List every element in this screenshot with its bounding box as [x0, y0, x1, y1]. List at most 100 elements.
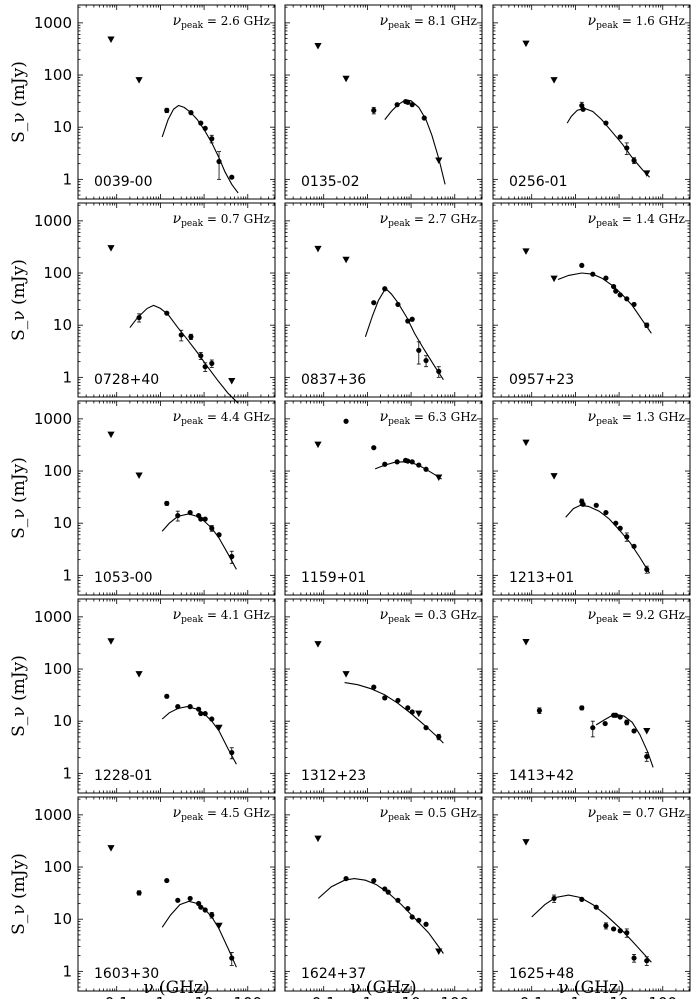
- y-tick-label: 1000: [34, 14, 72, 32]
- y-tick-label: 1000: [34, 608, 72, 626]
- data-point: [416, 917, 422, 923]
- data-point: [631, 157, 637, 164]
- upper-limit-marker: [228, 378, 236, 385]
- upper-limit-marker: [314, 441, 322, 449]
- y-axis-label: S_ν (mJy): [9, 259, 29, 341]
- panel-frame: [77, 598, 276, 794]
- y-axis-label: S_ν (mJy): [9, 61, 29, 143]
- x-tick-label: 100: [233, 994, 262, 999]
- y-tick-label: 1: [62, 764, 72, 782]
- y-tick-label: 100: [43, 858, 72, 876]
- x-tick-label: 1: [363, 994, 373, 999]
- x-axis-label: ν (GHz): [143, 978, 209, 998]
- upper-limit-marker: [342, 671, 350, 678]
- peak-frequency-label: νpeak = 1.6 GHz: [588, 13, 685, 31]
- data-point: [613, 288, 619, 294]
- peak-frequency-label: νpeak = 0.5 GHz: [380, 805, 477, 823]
- data-point: [624, 145, 630, 151]
- data-point: [423, 725, 429, 731]
- data-point: [590, 271, 596, 277]
- panel-frame: [492, 796, 691, 992]
- panel-frame: [77, 202, 276, 398]
- data-point: [202, 364, 208, 370]
- data-point: [603, 923, 609, 929]
- upper-limit-marker: [435, 948, 443, 956]
- data-point: [611, 926, 617, 932]
- x-tick-label: 10: [402, 994, 421, 999]
- y-tick-label: 10: [53, 316, 72, 334]
- peak-frequency-label: νpeak = 0.7 GHz: [173, 211, 270, 229]
- data-point: [631, 301, 637, 308]
- source-name: 1624+37: [301, 966, 366, 982]
- data-point: [229, 553, 235, 560]
- data-point: [209, 912, 215, 918]
- data-point: [423, 357, 429, 364]
- upper-limit-marker: [435, 157, 443, 164]
- data-point: [579, 896, 585, 902]
- panel-frame: [284, 796, 483, 992]
- panel-1603+30: 1 10 100 1000 S_ν (mJy) 0.1 1 10 100 ν (GHz) νpeak…: [9, 796, 276, 999]
- panel-frame: [77, 400, 276, 596]
- data-point: [209, 136, 215, 142]
- upper-limit-marker: [135, 671, 143, 678]
- data-point: [196, 706, 202, 712]
- data-point: [209, 360, 215, 367]
- data-point: [382, 286, 388, 292]
- data-point: [188, 110, 194, 116]
- data-point: [617, 134, 623, 140]
- data-point: [198, 516, 204, 522]
- data-point: [371, 877, 377, 884]
- data-point: [624, 534, 630, 540]
- data-point: [216, 158, 222, 165]
- data-point: [644, 322, 650, 328]
- upper-limit-marker: [135, 77, 143, 84]
- panel-0957+23: νpeak = 1.4 GHz 0957+23: [492, 202, 691, 398]
- data-point: [178, 332, 184, 338]
- y-tick-label: 10: [53, 118, 72, 136]
- y-tick-label: 100: [43, 462, 72, 480]
- upper-limit-marker: [135, 472, 143, 480]
- upper-limit-marker: [643, 170, 651, 177]
- data-point: [164, 107, 170, 113]
- data-point: [175, 897, 181, 903]
- upper-limit-marker: [215, 724, 223, 732]
- data-point: [209, 525, 215, 531]
- data-point: [631, 955, 637, 961]
- upper-limit-marker: [550, 473, 558, 480]
- data-point: [187, 509, 193, 516]
- data-point: [371, 684, 377, 690]
- y-tick-label: 1000: [34, 410, 72, 428]
- peak-frequency-label: νpeak = 0.7 GHz: [588, 805, 685, 823]
- y-tick-label: 100: [43, 66, 72, 84]
- data-point: [613, 712, 619, 718]
- panel-1213+01: νpeak = 1.3 GHz 1213+01: [492, 400, 691, 596]
- x-axis-label: ν (GHz): [350, 978, 416, 998]
- data-point: [371, 300, 377, 306]
- data-point: [409, 102, 415, 108]
- peak-frequency-label: νpeak = 4.1 GHz: [173, 607, 270, 625]
- x-tick-label: 0.1: [520, 994, 544, 999]
- peak-frequency-label: νpeak = 2.7 GHz: [380, 211, 477, 229]
- source-name: 1213+01: [509, 570, 574, 586]
- x-tick-label: 0.1: [312, 994, 336, 999]
- upper-limit-marker: [522, 638, 530, 646]
- peak-frequency-label: νpeak = 8.1 GHz: [380, 13, 477, 31]
- data-point: [551, 895, 557, 902]
- upper-limit-marker: [107, 245, 115, 252]
- data-point: [603, 120, 609, 126]
- data-point: [202, 710, 208, 717]
- data-point: [371, 107, 377, 113]
- fit-curve: [344, 682, 444, 744]
- data-point: [382, 695, 388, 701]
- data-point: [187, 895, 193, 902]
- data-point: [593, 502, 599, 508]
- data-point: [416, 347, 422, 353]
- data-point: [164, 693, 170, 699]
- peak-frequency-label: νpeak = 2.6 GHz: [173, 13, 270, 31]
- y-tick-label: 100: [43, 660, 72, 678]
- data-point: [405, 705, 411, 711]
- upper-limit-marker: [314, 245, 322, 253]
- source-name: 1312+23: [301, 768, 366, 784]
- data-point: [644, 958, 650, 964]
- fit-curve: [129, 304, 239, 404]
